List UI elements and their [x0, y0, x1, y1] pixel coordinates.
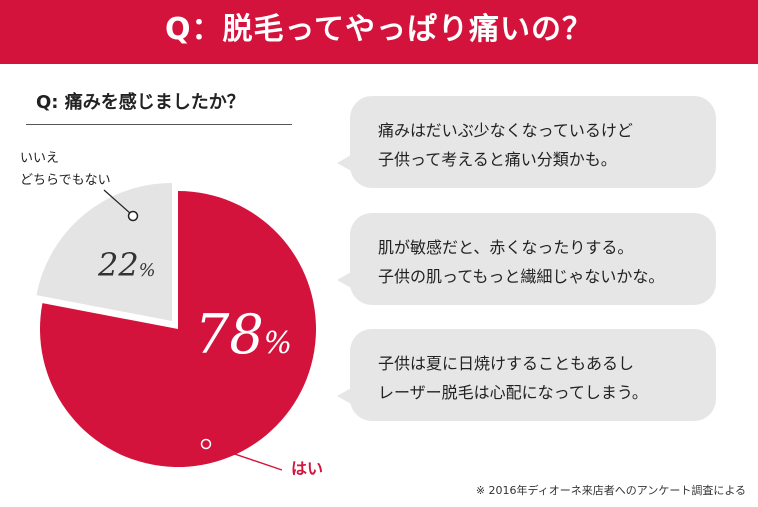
header-tab	[96, 0, 662, 62]
comment-text-1: 痛みはだいぶ少なくなっているけど 子供って考えると痛い分類かも。	[378, 116, 633, 174]
comment-text-3: 子供は夏に日焼けすることもあるし レーザー脱毛は心配になってしまう。	[378, 349, 648, 407]
pie-slice-yes	[40, 191, 316, 467]
percent-unit-no: %	[138, 261, 156, 281]
comment-text-2: 肌が敏感だと、赤くなったりする。 子供の肌ってもっと繊細じゃないかな。	[378, 233, 664, 291]
comment-bubble-3: 子供は夏に日焼けすることもあるし レーザー脱毛は心配になってしまう。	[337, 329, 716, 421]
slice-label-yes: はい	[291, 459, 324, 478]
comment-3-line2: レーザー脱毛は心配になってしまう。	[378, 383, 648, 402]
percent-value-yes: 78	[195, 303, 264, 366]
comment-2-line2: 子供の肌ってもっと繊細じゃないかな。	[378, 267, 665, 286]
survey-question: Q: 痛みを感じましたか？	[36, 92, 245, 113]
leader-line-yes	[207, 444, 283, 471]
percent-label-no: 22%	[98, 246, 155, 284]
leader-dot-yes	[200, 438, 212, 450]
slice-label-no-line1: いいえ	[20, 151, 60, 166]
leader-line-no	[103, 189, 132, 215]
comment-3-line1: 子供は夏に日焼けすることもあるし	[378, 354, 635, 373]
footnote: ※ 2016年ディオーネ来店者へのアンケート調査による	[475, 484, 746, 497]
comment-bubble-2: 肌が敏感だと、赤くなったりする。 子供の肌ってもっと繊細じゃないかな。	[337, 213, 716, 305]
page-title: Q：脱毛ってやっぱり痛いの？	[164, 12, 593, 47]
question-underline	[26, 124, 292, 125]
slice-label-no: いいえ どちらでもない	[20, 148, 111, 192]
slice-label-no-line2: どちらでもない	[20, 173, 111, 188]
percent-unit-yes: %	[263, 326, 292, 361]
percent-label-yes: 78%	[195, 303, 292, 366]
comment-2-line1: 肌が敏感だと、赤くなったりする。	[378, 238, 634, 257]
comment-bubble-1: 痛みはだいぶ少なくなっているけど 子供って考えると痛い分類かも。	[337, 96, 716, 188]
leader-dot-no	[127, 210, 139, 222]
comment-1-line2: 子供って考えると痛い分類かも。	[378, 150, 617, 169]
pie-slice-no	[36, 183, 172, 321]
comment-1-line1: 痛みはだいぶ少なくなっているけど	[378, 121, 633, 140]
percent-value-no: 22	[98, 246, 139, 284]
